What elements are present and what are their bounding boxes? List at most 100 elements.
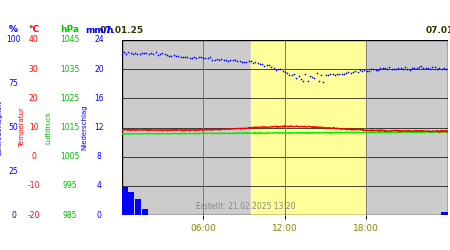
Point [299,79,306,83]
Point [386,65,393,69]
Bar [441,212,448,215]
Point [342,71,350,75]
Text: 25: 25 [9,167,18,176]
Text: 20: 20 [29,94,39,103]
Point [351,69,359,73]
Point [433,67,441,71]
Text: 1005: 1005 [60,152,80,161]
Text: 0: 0 [97,210,101,220]
Point [172,54,180,58]
Point [236,58,243,62]
Text: 50: 50 [9,123,18,132]
Text: Luftdruck: Luftdruck [45,111,52,144]
Point [392,67,400,71]
Point [370,67,377,71]
Point [163,53,171,57]
Point [322,73,329,77]
Text: 20: 20 [94,65,104,74]
Point [270,66,277,70]
Text: Temperatur: Temperatur [18,108,25,148]
Point [175,54,182,58]
Point [284,71,291,75]
Point [120,50,127,54]
Point [399,67,406,71]
Point [154,53,162,57]
Point [429,66,436,70]
Point [372,68,379,72]
Point [292,76,300,80]
Point [286,73,293,77]
Point [198,54,205,58]
Point [152,50,159,54]
Text: 985: 985 [63,210,77,220]
Text: 30: 30 [29,65,39,74]
Point [427,66,434,70]
Bar [142,209,148,215]
Point [207,55,214,59]
Point [331,73,338,77]
Point [125,50,132,54]
Point [288,73,295,77]
Point [363,69,370,73]
Point [309,75,316,79]
Text: Luftfeuchtigkeit: Luftfeuchtigkeit [0,100,2,155]
Point [413,66,420,70]
Point [177,55,184,59]
Text: 0: 0 [32,152,36,161]
Point [379,66,386,70]
Point [159,52,166,56]
Text: Erstellt: 21.02.2025 13:20: Erstellt: 21.02.2025 13:20 [196,202,296,210]
Point [161,52,168,56]
Point [277,66,284,70]
Point [261,64,268,68]
Point [118,51,125,55]
Text: mm/h: mm/h [85,26,113,35]
Point [290,72,297,76]
Point [313,71,320,75]
Point [438,66,445,70]
Point [297,76,304,80]
Point [218,57,225,61]
Text: %: % [9,26,18,35]
Point [254,61,261,65]
Point [238,60,245,64]
Point [368,67,375,71]
Point [129,52,136,56]
Text: 8: 8 [97,152,101,161]
Point [268,66,275,70]
Point [134,52,141,56]
Point [202,56,209,60]
Point [138,52,145,56]
Point [179,55,186,59]
Point [190,54,198,58]
Point [220,58,227,62]
Point [122,52,130,56]
Point [216,58,223,62]
Point [225,59,232,63]
Text: 24: 24 [94,36,104,44]
Point [359,69,366,73]
Point [418,64,425,68]
Point [411,66,418,70]
Point [211,58,218,62]
Bar [135,199,141,215]
Text: 4: 4 [97,181,101,190]
Point [157,52,164,56]
Point [140,52,148,56]
Point [274,67,282,71]
Point [347,71,354,75]
Point [281,70,288,74]
Point [131,52,139,56]
Point [390,67,397,71]
Point [381,66,388,70]
Point [422,66,429,70]
Point [143,51,150,55]
Text: 100: 100 [6,36,21,44]
Text: 10: 10 [29,123,39,132]
Point [406,68,414,72]
Point [409,66,416,70]
Point [395,66,402,70]
Point [222,58,230,62]
Point [374,68,382,72]
Point [318,74,325,78]
